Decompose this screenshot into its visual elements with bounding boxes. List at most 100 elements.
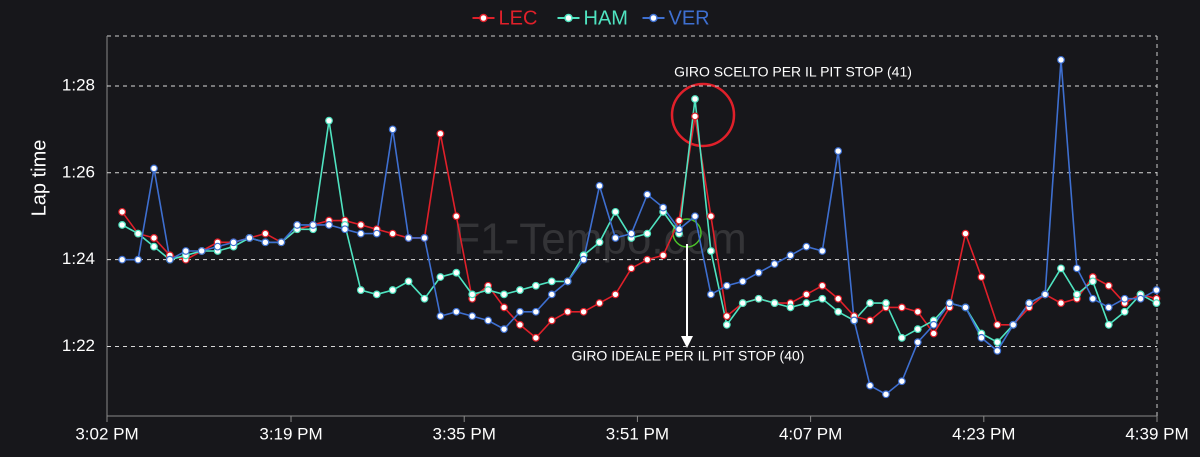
point [213, 242, 222, 251]
arrow-head [681, 336, 693, 348]
point [882, 390, 890, 399]
point [897, 333, 906, 342]
point [1104, 320, 1113, 329]
point [1088, 294, 1097, 303]
point [1025, 299, 1034, 307]
point [372, 229, 381, 238]
point [627, 229, 636, 238]
point [1136, 294, 1145, 303]
point [1104, 281, 1113, 290]
point [150, 234, 158, 242]
point [325, 116, 333, 125]
point [118, 255, 127, 264]
point [913, 338, 922, 347]
point [531, 333, 540, 342]
point [150, 242, 158, 251]
point [293, 221, 302, 229]
point [786, 251, 795, 260]
point [356, 286, 365, 294]
point [866, 316, 874, 325]
point [150, 164, 158, 173]
legend-label: LEC [499, 7, 538, 29]
point [707, 212, 715, 221]
point [707, 290, 715, 299]
point [722, 320, 731, 329]
point [643, 190, 652, 199]
point [595, 238, 604, 247]
point [261, 229, 270, 238]
point [531, 307, 540, 316]
point [913, 325, 922, 334]
point [977, 333, 986, 342]
point [929, 329, 938, 338]
point [691, 112, 699, 121]
point [675, 225, 683, 234]
point [388, 229, 397, 238]
point [181, 247, 190, 255]
point [547, 316, 556, 325]
point [611, 207, 620, 216]
point [834, 147, 843, 155]
point [1009, 320, 1018, 329]
point [961, 303, 970, 312]
point [468, 290, 477, 299]
point [356, 229, 365, 238]
point [897, 377, 906, 386]
point [786, 303, 795, 312]
point [961, 229, 970, 238]
legend-label: VER [669, 7, 710, 29]
point [516, 307, 524, 316]
point [1152, 299, 1161, 307]
point [993, 338, 1002, 347]
point [850, 316, 859, 325]
point [834, 294, 843, 303]
point [197, 247, 206, 255]
point [818, 294, 827, 303]
legend-marker [564, 13, 573, 23]
point [627, 264, 636, 273]
point [420, 294, 429, 303]
point [1120, 307, 1129, 316]
point [802, 242, 811, 251]
x-tick-label: 3:02 PM [75, 424, 138, 443]
point [659, 203, 668, 212]
legend: LEC HAM VER [472, 7, 710, 29]
point [691, 95, 699, 103]
point [770, 299, 779, 307]
point [802, 290, 811, 299]
point [882, 299, 890, 307]
point [738, 299, 747, 307]
point [1152, 286, 1161, 294]
point [516, 320, 524, 329]
point [1088, 277, 1097, 286]
point [818, 247, 827, 255]
y-tick-label: 1:22 [62, 336, 95, 355]
point [643, 255, 652, 264]
point [866, 299, 874, 307]
point [229, 238, 238, 247]
point [579, 307, 588, 316]
point [325, 221, 333, 229]
point [452, 268, 461, 277]
point [643, 229, 652, 238]
point [436, 312, 445, 321]
point [770, 260, 779, 268]
point [500, 290, 508, 299]
point [611, 234, 620, 242]
point [595, 181, 604, 190]
point [341, 225, 349, 234]
point [897, 303, 906, 312]
x-tick-label: 4:23 PM [952, 424, 1015, 443]
point [261, 238, 270, 247]
point [404, 277, 413, 286]
legend-marker [479, 13, 488, 23]
point [531, 281, 540, 290]
point [1057, 55, 1065, 64]
point [516, 286, 524, 294]
point [1072, 290, 1081, 299]
y-tick-label: 1:28 [62, 75, 95, 94]
point [547, 290, 556, 299]
point [834, 307, 843, 316]
